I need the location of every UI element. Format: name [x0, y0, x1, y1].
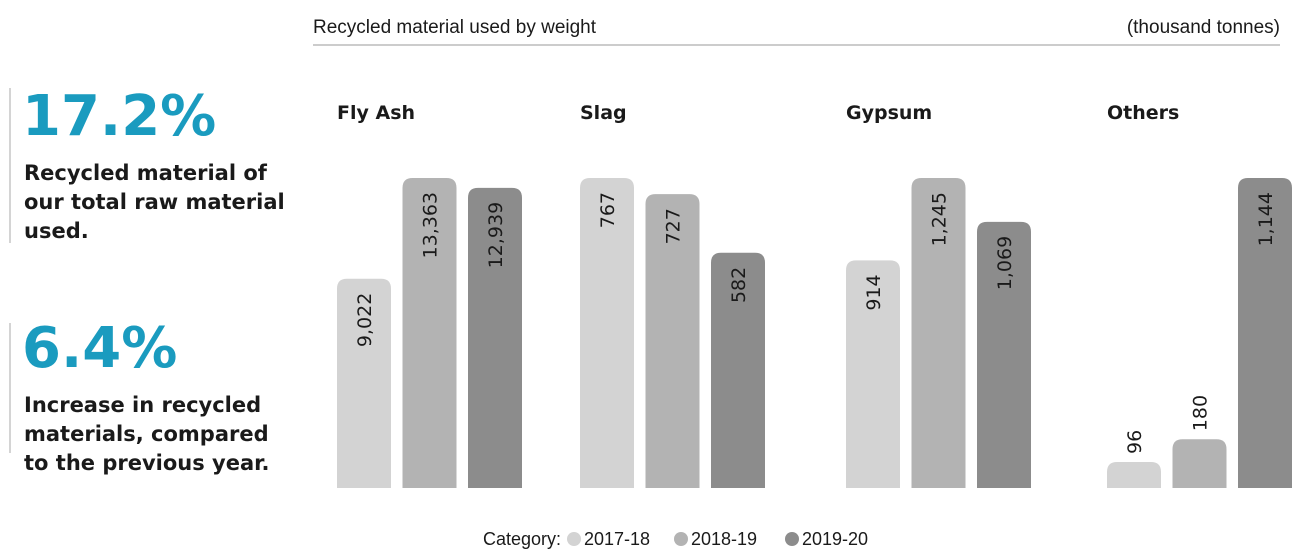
bar	[846, 260, 900, 488]
value-label: 9,022	[354, 293, 376, 347]
stat-value: 6.4%	[22, 316, 177, 381]
bar	[1238, 178, 1292, 488]
stat-text: our total raw material	[24, 190, 285, 214]
bar	[468, 187, 522, 488]
bar	[1172, 439, 1227, 488]
bar	[580, 178, 634, 488]
legend-label: 2017-18	[584, 529, 650, 549]
value-label: 727	[663, 208, 685, 244]
value-label: 1,069	[994, 236, 1016, 290]
category-label: Gypsum	[846, 102, 932, 124]
bar	[402, 178, 457, 488]
bar	[337, 278, 391, 488]
legend-swatch	[567, 532, 581, 546]
bar	[911, 178, 966, 488]
stat-text: to the previous year.	[24, 451, 269, 475]
value-label: 1,245	[929, 192, 951, 246]
category-label: Slag	[580, 102, 627, 124]
bar	[977, 221, 1031, 488]
units: (thousand tonnes)	[1127, 17, 1280, 38]
bar	[645, 194, 700, 489]
value-label: 767	[597, 192, 619, 228]
bar	[1107, 461, 1161, 488]
legend-swatch	[785, 532, 799, 546]
category-label: Others	[1107, 102, 1179, 124]
stat-text: materials, compared	[24, 422, 269, 446]
value-label: 582	[728, 267, 750, 303]
stat-text: Increase in recycled	[24, 393, 261, 417]
chart-title: Recycled material used by weight	[313, 17, 597, 38]
legend-swatch	[674, 532, 688, 546]
legend-label: 2019-20	[802, 529, 868, 549]
value-label: 180	[1190, 395, 1212, 431]
value-label: 1,144	[1255, 192, 1277, 246]
stat-text: used.	[24, 219, 89, 243]
value-label: 96	[1124, 430, 1146, 454]
stat-value: 17.2%	[22, 84, 216, 149]
legend-title: Category:	[483, 529, 561, 549]
value-label: 12,939	[485, 202, 507, 268]
value-label: 13,363	[420, 192, 442, 258]
value-label: 914	[863, 274, 885, 310]
category-label: Fly Ash	[337, 102, 415, 124]
bar	[711, 252, 765, 488]
legend-label: 2018-19	[691, 529, 757, 549]
stat-text: Recycled material of	[24, 161, 268, 185]
